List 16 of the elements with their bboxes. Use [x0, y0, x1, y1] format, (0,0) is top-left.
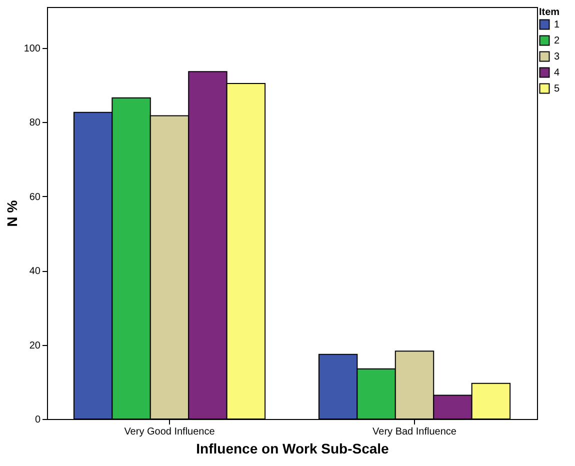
- legend-label: 5: [554, 84, 560, 94]
- legend-title: Item: [539, 7, 560, 18]
- y-tick-label: 80: [29, 118, 41, 129]
- legend-label: 2: [554, 36, 560, 46]
- legend-label: 3: [554, 52, 560, 62]
- y-axis-title: N %: [4, 200, 20, 227]
- y-tick-label: 60: [29, 192, 41, 203]
- y-tick-label: 0: [34, 414, 41, 426]
- legend-label: 4: [554, 68, 560, 78]
- y-tick-label: 40: [29, 266, 41, 278]
- y-tick-label: 100: [24, 43, 41, 54]
- x-tick-label: Very Bad Influence: [372, 426, 457, 438]
- x-axis-title: Influence on Work Sub-Scale: [196, 440, 390, 456]
- y-tick-label: 20: [29, 340, 41, 352]
- legend-label: 1: [554, 20, 560, 30]
- x-tick-label: Very Good Influence: [124, 426, 216, 438]
